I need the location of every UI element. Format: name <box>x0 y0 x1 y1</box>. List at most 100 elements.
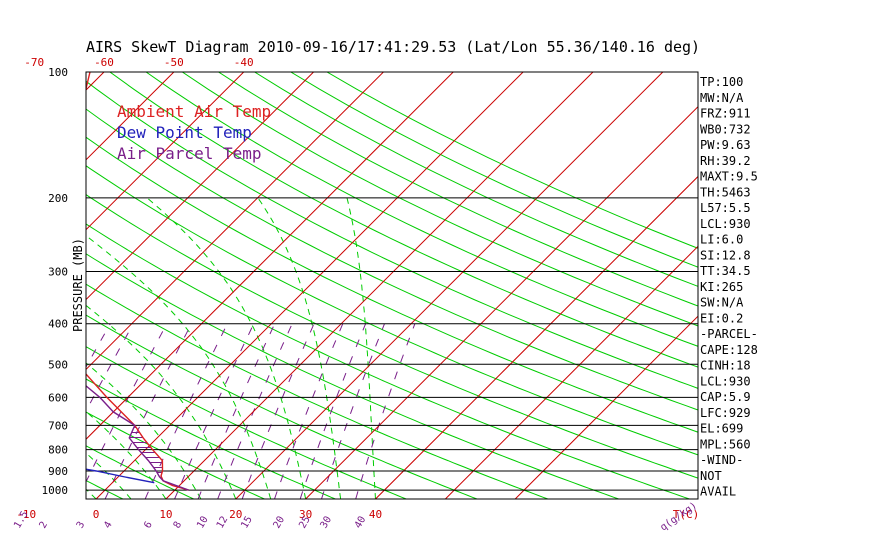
dry-adiabat <box>326 72 698 249</box>
legend: Ambient Air Temp Dew Point Temp Air Parcel… <box>117 102 271 163</box>
isotherm <box>86 72 245 231</box>
mixing-ratio-label: 25 <box>297 515 313 531</box>
index-entry: TP:100 <box>700 75 743 89</box>
index-entry: EI:0.2 <box>700 311 743 325</box>
mixing-ratio-line <box>299 323 367 499</box>
dry-adiabat <box>86 165 698 456</box>
pressure-tick-label: 1000 <box>42 484 69 497</box>
mixing-ratio-line <box>86 323 134 413</box>
index-entry: L57:5.5 <box>700 201 751 215</box>
pressure-tick-label: 400 <box>48 318 68 331</box>
isotherm <box>86 72 175 161</box>
bottom-temp-tick-label: 40 <box>369 508 382 521</box>
index-entry: PW:9.63 <box>700 138 751 152</box>
index-entry: LI:6.0 <box>700 233 743 247</box>
mixing-ratio-label: 4 <box>102 520 115 531</box>
dry-adiabat <box>86 223 690 499</box>
mixing-ratio-label: 6 <box>142 520 155 531</box>
moist-adiabat <box>146 197 307 499</box>
mixing-ratio-line <box>86 323 168 483</box>
moist-adiabat <box>346 197 376 499</box>
bottom-temp-tick-label: 0 <box>93 508 100 521</box>
mixing-ratio-line <box>197 323 276 499</box>
dry-adiabat <box>86 108 698 411</box>
index-entry: MW:N/A <box>700 91 744 105</box>
mixing-ratio-label: 8 <box>172 520 185 531</box>
index-entry: AVAIL <box>700 485 736 499</box>
dry-adiabat <box>182 72 698 327</box>
moist-adiabat <box>0 198 26 499</box>
moist-adiabat <box>86 410 167 499</box>
bottom-temp-tick-label: 20 <box>229 508 242 521</box>
mixing-ratio-line <box>144 323 228 499</box>
index-entry: CAPE:128 <box>700 343 758 357</box>
index-entry: LCL:930 <box>700 374 751 388</box>
mixing-ratio-label: 15 <box>239 515 255 531</box>
isotherm <box>86 72 314 301</box>
dry-adiabat <box>86 253 619 499</box>
index-entry: CAP:5.9 <box>700 390 751 404</box>
isotherm <box>0 72 34 499</box>
index-entry: TH:5463 <box>700 185 751 199</box>
legend-entry: Ambient Air Temp <box>117 102 271 121</box>
bottom-temp-tick-label: 10 <box>159 508 172 521</box>
top-temp-tick-label: -50 <box>164 56 184 69</box>
pressure-tick-label: 500 <box>48 358 68 371</box>
index-entry: MAXT:9.5 <box>700 170 758 184</box>
top-temp-tick-label: -40 <box>234 56 254 69</box>
dry-adiabat <box>290 72 698 268</box>
temp-unit-label: T(C) <box>673 508 700 521</box>
isotherm <box>235 72 664 499</box>
top-temp-tick-label: -60 <box>94 56 114 69</box>
index-entry: EL:699 <box>700 422 743 436</box>
index-entry: SI:12.8 <box>700 248 751 262</box>
pressure-tick-label: 800 <box>48 444 68 457</box>
chart-title: AIRS SkewT Diagram 2010-09-16/17:41:29.5… <box>86 38 700 56</box>
dry-adiabat <box>145 72 698 347</box>
index-entry: -PARCEL- <box>700 327 758 341</box>
dry-adiabat <box>86 136 698 433</box>
mixing-ratio-line <box>241 323 315 499</box>
mixing-ratio-line <box>174 323 255 499</box>
isotherm <box>95 72 524 499</box>
index-entry: RH:39.2 <box>700 154 751 168</box>
dry-adiabat <box>0 72 52 499</box>
mixing-ratio-label: 20 <box>272 515 288 531</box>
dry-adiabat <box>254 72 698 287</box>
mixing-ratio-line <box>355 323 416 499</box>
pressure-tick-label: 300 <box>48 266 68 279</box>
mixing-ratio-label: 40 <box>353 515 369 531</box>
pressure-tick-label: 700 <box>48 419 68 432</box>
dry-adiabat <box>86 411 265 499</box>
index-entry: LFC:929 <box>700 406 751 420</box>
legend-entry: Dew Point Temp <box>117 123 252 142</box>
isotherm <box>375 175 698 499</box>
plot-frame <box>85 71 699 500</box>
dry-adiabat <box>86 80 698 389</box>
dry-adiabat <box>109 72 698 368</box>
bottom-temp-tick-label: 30 <box>299 508 312 521</box>
isotherm <box>514 315 698 499</box>
moist-adiabat <box>257 197 342 499</box>
legend-entry: Air Parcel Temp <box>117 144 262 163</box>
mixing-ratio-label: 12 <box>215 515 231 531</box>
isotherm <box>444 245 698 499</box>
top-temp-tick-label: -70 <box>24 56 44 69</box>
mixing-ratio-line <box>217 323 293 499</box>
isotherm <box>165 72 594 499</box>
dry-adiabat <box>86 445 194 499</box>
dry-adiabat <box>218 72 698 307</box>
index-entry: TT:34.5 <box>700 264 751 278</box>
pressure-tick-label: 100 <box>48 66 68 79</box>
index-entry: SW:N/A <box>700 296 744 310</box>
mixing-ratio-line <box>274 323 344 499</box>
sounding-profiles <box>86 72 190 491</box>
index-entry: CINH:18 <box>700 359 751 373</box>
y-axis-label: PRESSURE (MB) <box>71 238 85 332</box>
mixing-ratio-label: 2 <box>38 520 51 531</box>
dry-adiabat <box>86 283 549 499</box>
index-entry: NOT <box>700 469 722 483</box>
pressure-tick-label: 200 <box>48 192 68 205</box>
index-entry: WB0:732 <box>700 122 751 136</box>
